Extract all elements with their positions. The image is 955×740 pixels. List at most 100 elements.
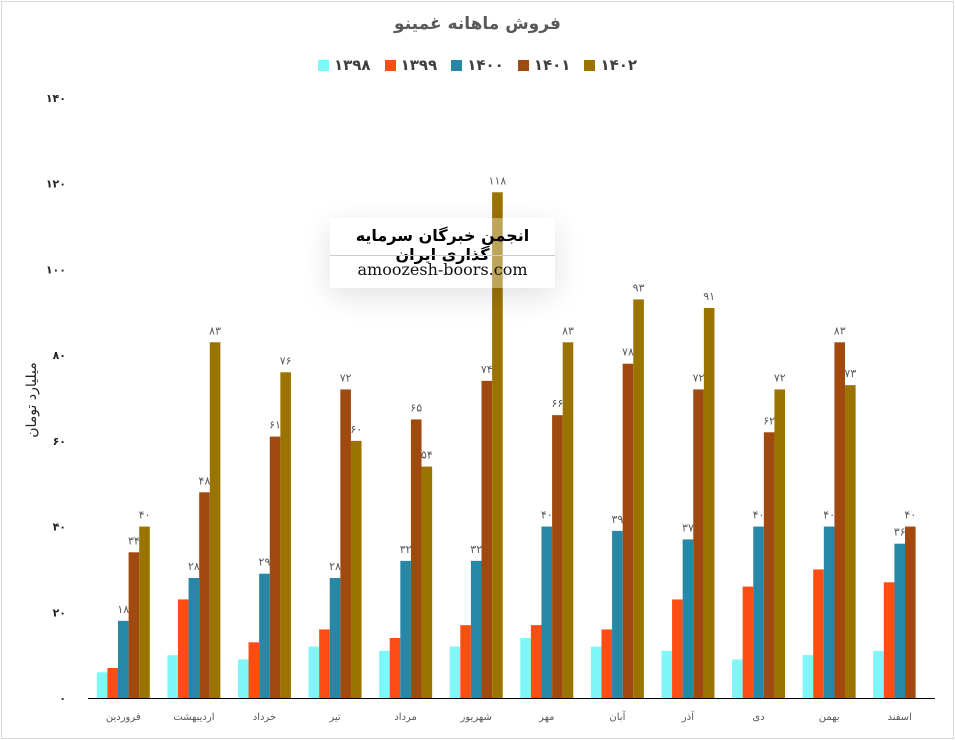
bar (329, 578, 341, 698)
x-tick-label: مرداد (394, 712, 417, 723)
bar (541, 526, 553, 698)
data-label: ۲۸ (329, 560, 341, 573)
bar (389, 638, 401, 698)
data-label: ۷۲ (340, 371, 352, 384)
x-tick-label: اردیبهشت (173, 712, 214, 723)
bar (209, 342, 221, 698)
bar (319, 629, 330, 698)
bar (308, 646, 320, 698)
legend-item: ۱۳۹۸ (317, 56, 371, 74)
data-label: ۷۴ (481, 363, 493, 376)
bar (492, 192, 503, 699)
data-label: ۳۲ (400, 543, 412, 556)
bar (661, 650, 673, 698)
x-tick-label: آبان (609, 710, 626, 723)
data-label: ۶۶ (551, 397, 563, 410)
bar (237, 659, 249, 698)
bar (873, 650, 884, 698)
bar (259, 573, 270, 698)
bar (470, 560, 482, 698)
data-label: ۸۳ (209, 324, 221, 337)
legend-label: ۱۴۰۰ (467, 56, 504, 74)
data-label: ۷۲ (774, 371, 786, 384)
bar (845, 385, 856, 698)
bar (590, 646, 602, 698)
bar (753, 526, 764, 698)
legend-swatch (384, 59, 396, 71)
y-tick-label: ۶۰ (53, 435, 66, 448)
data-label: ۵۴ (421, 449, 433, 462)
data-label: ۳۶ (894, 526, 906, 539)
bar (763, 432, 775, 698)
bar (379, 650, 390, 698)
bar (622, 363, 634, 698)
y-tick-label: ۱۲۰ (46, 178, 66, 191)
bar (823, 526, 835, 698)
y-tick-label: ۱۴۰ (46, 92, 66, 105)
legend-label: ۱۴۰۱ (533, 56, 571, 74)
legend: ۱۳۹۸ ۱۳۹۹ ۱۴۰۰ ۱۴۰۱ ۱۴۰۲ (0, 56, 955, 74)
data-label: ۱۱۸ (489, 174, 507, 187)
data-label: ۶۲ (763, 414, 775, 427)
legend-item: ۱۴۰۰ (451, 56, 504, 74)
bar (774, 389, 786, 698)
data-label: ۶۰ (350, 423, 362, 436)
bar (530, 625, 542, 698)
bar (350, 440, 362, 698)
data-label: ۷۸ (622, 346, 634, 359)
bar (460, 625, 471, 698)
bar (813, 569, 824, 698)
watermark: انجمن خبرگان سرمایه گذاری ایران amoozesh… (330, 218, 555, 288)
watermark-url: amoozesh-boors.com (357, 260, 528, 279)
data-label: ۴۰ (823, 509, 835, 522)
bar (177, 599, 189, 698)
data-label: ۹۳ (633, 281, 645, 294)
bar (340, 389, 351, 698)
data-label: ۴۰ (753, 509, 765, 522)
data-label: ۷۶ (280, 354, 292, 367)
legend-swatch (317, 59, 329, 71)
bar (117, 620, 129, 698)
bar (601, 629, 613, 698)
legend-item: ۱۴۰۱ (517, 56, 571, 74)
data-label: ۷۲ (693, 371, 705, 384)
data-label: ۳۲ (470, 543, 482, 556)
y-tick-label: ۴۰ (53, 521, 66, 534)
legend-swatch (517, 59, 529, 71)
data-label: ۴۰ (541, 509, 553, 522)
y-tick-label: ۰ (59, 692, 66, 705)
data-label: ۳۴ (128, 534, 140, 547)
x-tick-label: خرداد (253, 712, 276, 723)
bar (449, 646, 461, 698)
data-label: ۳۹ (611, 513, 623, 526)
legend-label: ۱۴۰۲ (600, 56, 638, 74)
data-label: ۲۸ (188, 560, 200, 573)
bar (520, 638, 531, 698)
bar (883, 582, 895, 698)
y-tick-label: ۲۰ (53, 606, 66, 619)
bar (732, 659, 743, 698)
bar (421, 466, 433, 698)
bar (481, 380, 493, 698)
x-tick-label: مهر (538, 712, 554, 723)
bar (280, 372, 291, 698)
bar (188, 578, 200, 698)
data-label: ۷۳ (844, 367, 856, 380)
bar (107, 668, 118, 698)
bar (410, 419, 422, 698)
x-tick-label: اسفند (887, 712, 911, 723)
y-tick-label: ۱۰۰ (46, 263, 66, 276)
chart-title: فروش ماهانه غمینو (394, 14, 561, 34)
bar (633, 299, 644, 698)
data-label: ۴۰ (904, 509, 916, 522)
data-label: ۶۵ (410, 401, 422, 414)
bar (562, 342, 574, 698)
x-tick-label: دی (752, 712, 764, 723)
legend-label: ۱۳۹۹ (400, 56, 438, 74)
bar (552, 415, 563, 698)
x-tick-label: فروردین (106, 712, 141, 723)
bar (269, 436, 281, 698)
legend-item: ۱۳۹۹ (384, 56, 438, 74)
bar (802, 655, 814, 698)
